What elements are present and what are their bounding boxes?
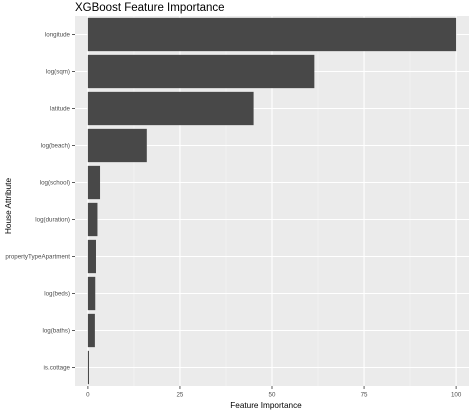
y-tick-label: log(beds) (44, 291, 70, 298)
bars-group (87, 17, 457, 385)
bar (87, 202, 98, 237)
chart-title: XGBoost Feature Importance (75, 2, 225, 14)
y-axis-title: House Attribute (4, 178, 13, 234)
x-tick-label: 100 (451, 392, 462, 399)
y-tick-label: log(beach) (41, 143, 70, 150)
y-tick-label: log(school) (40, 180, 70, 187)
bar (87, 54, 315, 89)
y-tick-label: log(baths) (42, 328, 70, 335)
y-tick-label: latitude (50, 106, 71, 113)
x-axis-ticks: 0 25 50 75 100 (86, 386, 462, 399)
y-tick-label: log(duration) (35, 217, 70, 224)
y-tick-label: longitude (45, 32, 71, 39)
x-axis-title: Feature Importance (230, 401, 302, 410)
bar (87, 128, 147, 163)
bar (87, 350, 89, 385)
x-tick-label: 25 (176, 392, 183, 399)
bar (87, 276, 96, 311)
x-tick-label: 75 (361, 392, 368, 399)
y-tick-label: is.cottage (44, 365, 71, 372)
y-axis-ticks: longitude log(sqm) latitude log(beach) log(s… (5, 32, 75, 372)
bar (87, 17, 457, 52)
y-tick-label: propertyTypeApartment (5, 254, 70, 261)
y-tick-label: log(sqm) (46, 69, 70, 76)
bar (87, 91, 254, 126)
x-tick-label: 0 (86, 392, 90, 399)
x-tick-label: 50 (269, 392, 276, 399)
bar (87, 239, 96, 274)
bar (87, 165, 101, 200)
bar (87, 313, 95, 348)
